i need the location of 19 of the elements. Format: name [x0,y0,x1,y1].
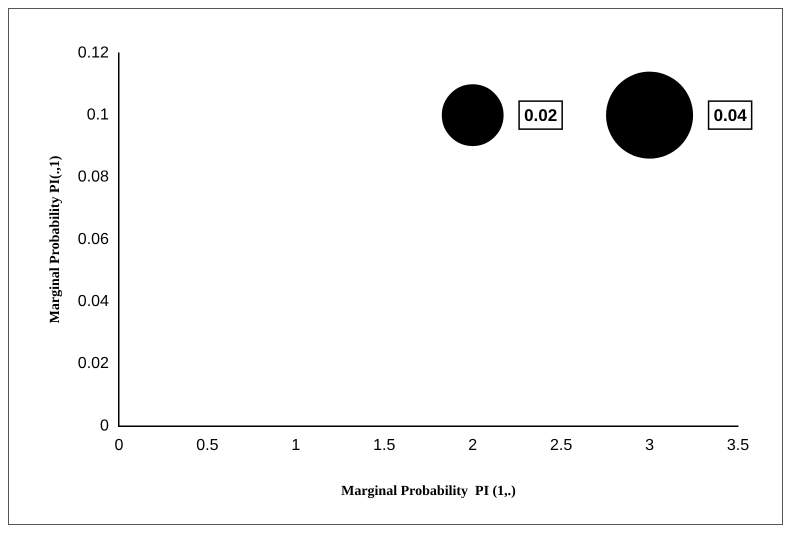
y-tick-label: 0.02 [78,355,110,372]
x-tick-label: 3 [645,437,654,454]
y-tick-label: 0.04 [78,293,110,310]
x-tick-label: 2 [468,437,478,454]
x-tick-label: 1.5 [373,437,396,454]
y-tick-label: 0.12 [78,44,110,62]
y-axis-title: Marginal Probability PI(.,1) [48,155,64,324]
x-tick-label: 3.5 [726,437,750,454]
y-tick-label: 0.06 [78,230,110,248]
y-tick-label: 0.08 [78,168,110,186]
x-tick-label: 2.5 [550,437,572,454]
x-tick-label: 0.5 [196,437,219,454]
x-axis-title: Marginal Probability PI (1,.) [341,484,516,500]
y-tick-label: 0 [100,417,110,434]
x-tick-label: 1 [291,437,300,454]
y-tick-label: 0.1 [86,106,110,124]
data-label: 0.02 [524,106,558,125]
data-label: 0.04 [714,106,748,125]
x-tick-label: 0 [114,437,124,454]
